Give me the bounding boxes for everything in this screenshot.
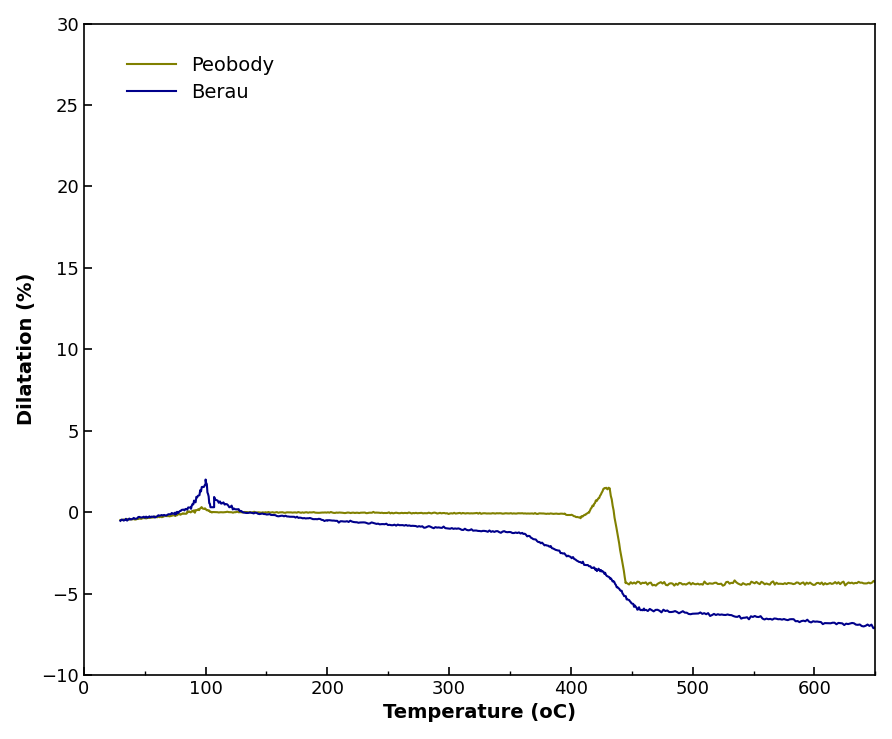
Berau — [154, 511, 165, 520]
Berau — [815, 618, 826, 627]
Berau — [273, 512, 284, 521]
Peobody — [324, 508, 334, 517]
Peobody — [594, 494, 605, 503]
Berau — [195, 487, 206, 496]
Peobody — [717, 582, 728, 590]
Peobody — [121, 514, 132, 523]
Line: Berau: Berau — [120, 480, 875, 628]
Berau — [868, 624, 879, 633]
Peobody — [828, 579, 838, 588]
Peobody — [187, 506, 198, 515]
Peobody — [115, 516, 126, 525]
Berau — [155, 511, 166, 520]
Peobody — [870, 578, 880, 587]
Berau — [115, 517, 126, 525]
Peobody — [603, 483, 614, 492]
Berau — [200, 475, 211, 484]
Line: Peobody: Peobody — [120, 488, 875, 586]
Peobody — [513, 509, 524, 518]
Y-axis label: Dilatation (%): Dilatation (%) — [17, 273, 36, 426]
Berau — [620, 592, 631, 601]
Legend: Peobody, Berau: Peobody, Berau — [118, 47, 284, 112]
Berau — [870, 623, 880, 632]
X-axis label: Temperature (oC): Temperature (oC) — [383, 704, 576, 722]
